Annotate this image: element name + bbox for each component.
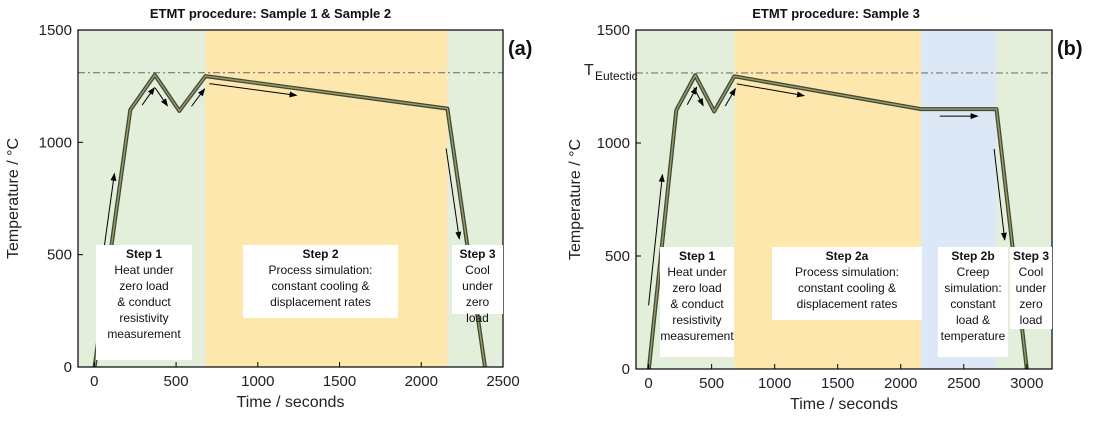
step-description-line: resistivity — [672, 313, 721, 327]
x-tick-label: 2500 — [486, 373, 519, 390]
temperature-line — [648, 74, 1028, 369]
series-group — [92, 72, 487, 367]
chart-title: ETMT procedure: Sample 3 — [752, 6, 920, 21]
step-description-line: temperature — [941, 329, 1006, 343]
step-description-line: displacement rates — [797, 297, 898, 311]
direction-arrow — [209, 83, 298, 98]
step-description-line: simulation: — [944, 281, 1001, 295]
step-description-line: measurement — [107, 327, 181, 341]
step-description-line: Cool — [465, 263, 490, 277]
step-box-1 — [660, 247, 734, 357]
step-description-line: zero — [466, 295, 490, 309]
step-title: Step 2 — [302, 247, 338, 261]
step-description-line: Heat under — [667, 265, 726, 279]
step-box-1 — [96, 245, 192, 360]
panel-label: (a) — [508, 38, 532, 60]
x-axis-label: Time / seconds — [790, 396, 898, 413]
x-tick-label: 2000 — [405, 373, 438, 390]
chart-title: ETMT procedure: Sample 1 & Sample 2 — [150, 6, 391, 21]
direction-arrow — [141, 86, 155, 106]
y-tick-label: 1000 — [597, 135, 630, 152]
direction-arrow — [736, 83, 805, 98]
panel-a: 0 500 1000 1500 0 500 1000 1500 2000 2500 ETMT pro… — [5, 6, 532, 411]
step-title: Step 2a — [826, 249, 869, 263]
plot-frame — [77, 29, 504, 368]
direction-arrow — [191, 88, 206, 107]
eutectic-label: T — [584, 62, 594, 79]
step-description-line: load — [1020, 313, 1043, 327]
direction-arrow — [648, 173, 665, 306]
temperature-line — [93, 74, 486, 367]
step-description-line: load & — [956, 313, 990, 327]
y-tick-label: 1500 — [39, 22, 72, 39]
x-tick-label: 2500 — [947, 375, 980, 392]
y-tick-label: 500 — [605, 248, 630, 265]
step-box-4 — [1010, 247, 1052, 329]
step-description-line: under — [462, 279, 493, 293]
direction-arrow — [693, 87, 704, 107]
x-tick-label: 1000 — [758, 375, 791, 392]
step-description-line: under — [1016, 281, 1047, 295]
step-description-line: displacement rates — [270, 295, 371, 309]
x-tick-label: 500 — [699, 375, 724, 392]
step-description-line: zero load — [119, 279, 168, 293]
x-tick-label: 1500 — [821, 375, 854, 392]
y-tick-label: 1000 — [39, 134, 72, 151]
x-tick-label: 1000 — [241, 373, 274, 390]
step-description-line: Process simulation: — [795, 265, 899, 279]
step-description-line: load — [466, 311, 489, 325]
x-axis-label: Time / seconds — [237, 394, 345, 411]
x-tick-label: 3000 — [1010, 375, 1043, 392]
y-tick-label: 0 — [622, 361, 630, 378]
step-description-line: & conduct — [117, 295, 171, 309]
x-tick-label: 2000 — [884, 375, 917, 392]
step-box-3 — [452, 245, 503, 314]
x-tick-label: 500 — [164, 373, 189, 390]
step-box-3 — [938, 247, 1008, 357]
step-title: Step 2b — [951, 249, 994, 263]
step-description-line: Creep — [957, 265, 990, 279]
series-group — [646, 73, 1029, 369]
step-description-line: constant cooling & — [798, 281, 896, 295]
step-box-2 — [772, 247, 922, 320]
step-description-line: Cool — [1019, 265, 1044, 279]
step-description-line: Process simulation: — [268, 263, 372, 277]
step-description-line: zero — [1019, 297, 1043, 311]
eutectic-label-subscript: Eutectic — [595, 69, 638, 83]
direction-arrow — [993, 148, 1007, 241]
step-title: Step 3 — [1013, 249, 1049, 263]
panel-label: (b) — [1057, 38, 1083, 60]
step-description-line: measurement — [660, 329, 734, 343]
step-description-line: & conduct — [670, 297, 724, 311]
y-axis-label: Temperature / °C — [5, 138, 22, 259]
direction-arrow — [154, 87, 168, 107]
x-tick-label: 0 — [90, 373, 98, 390]
step-description-line: resistivity — [119, 311, 168, 325]
y-tick-label: 1500 — [597, 22, 630, 39]
y-tick-label: 500 — [47, 247, 72, 264]
x-tick-label: 1500 — [323, 373, 356, 390]
step-description-line: constant cooling & — [271, 279, 369, 293]
direction-arrow — [724, 87, 736, 107]
y-axis-label: Temperature / °C — [567, 139, 584, 260]
direction-arrow — [445, 148, 462, 240]
step-title: Step 1 — [126, 247, 162, 261]
panel-b: 0 500 1000 1500 0 500 1000 1500 2000 2500 3000 ETMT… — [567, 6, 1083, 413]
step-description-line: zero load — [672, 281, 721, 295]
step-title: Step 3 — [459, 247, 495, 261]
step-description-line: constant — [950, 297, 996, 311]
y-tick-label: 0 — [64, 359, 72, 376]
plot-frame — [635, 29, 1053, 370]
step-description-line: Heat under — [114, 263, 173, 277]
x-tick-label: 0 — [644, 375, 652, 392]
step-title: Step 1 — [679, 249, 715, 263]
step-box-2 — [243, 245, 398, 318]
